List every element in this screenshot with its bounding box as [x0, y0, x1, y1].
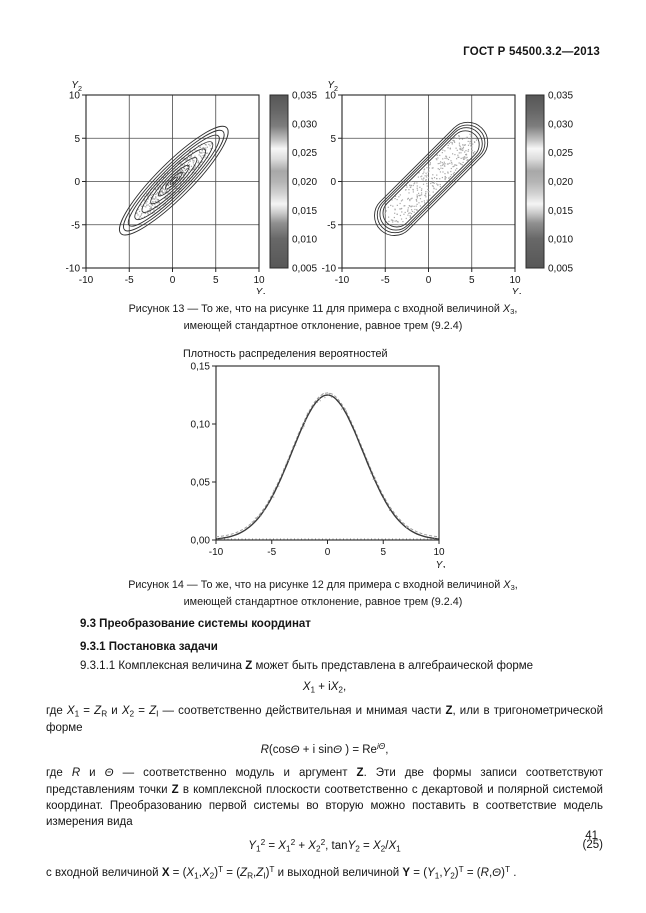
- svg-text:-10: -10: [66, 264, 80, 275]
- svg-text:0,010: 0,010: [548, 235, 573, 246]
- svg-text:0,035: 0,035: [292, 91, 317, 102]
- svg-text:5: 5: [380, 547, 386, 558]
- svg-text:10: 10: [509, 275, 521, 286]
- svg-text:0,005: 0,005: [292, 264, 317, 275]
- paragraph-where-1: где X1 = ZR и X2 = ZI — соответственно д…: [46, 705, 604, 735]
- section-heading-9-3: 9.3 Преобразование системы координат: [80, 618, 311, 630]
- svg-text:-10: -10: [209, 547, 224, 558]
- svg-text:5: 5: [469, 275, 475, 286]
- svg-text:-10: -10: [322, 264, 336, 275]
- paragraph-where-2: где R и Θ — соответственно модуль и аргу…: [46, 767, 603, 828]
- svg-text:0,10: 0,10: [191, 420, 211, 431]
- svg-text:0: 0: [426, 275, 432, 286]
- svg-text:Y1: Y1: [512, 287, 523, 294]
- svg-text:Y2: Y2: [71, 80, 82, 93]
- svg-text:0: 0: [74, 177, 80, 188]
- svg-text:0,015: 0,015: [548, 206, 573, 217]
- svg-text:0,025: 0,025: [548, 148, 573, 159]
- figure-13-charts: 1050-5-10-10-50510Y2Y10,0350,0300,0250,0…: [66, 74, 578, 294]
- figure-13-caption-line1: Рисунок 13 — То же, что на рисунке 11 дл…: [128, 303, 518, 317]
- svg-text:Y2: Y2: [327, 80, 338, 93]
- svg-text:0,15: 0,15: [191, 362, 211, 373]
- figure-13-caption: Рисунок 13 — То же, что на рисунке 11 дл…: [0, 301, 646, 334]
- figure-14-chart: Плотность распределения вероятностей 0,15…: [183, 348, 447, 573]
- figure-14-chart-wrap: Плотность распределения вероятностей 0,15…: [170, 346, 482, 573]
- svg-text:0: 0: [325, 547, 331, 558]
- svg-text:-5: -5: [71, 220, 80, 231]
- svg-text:-5: -5: [125, 275, 134, 286]
- paragraph-9-3-1-1: 9.3.1.1 Комплексная величина Z может быт…: [80, 660, 534, 673]
- formula-algebraic: X1 + iX2,: [302, 681, 347, 695]
- svg-text:0,015: 0,015: [292, 206, 317, 217]
- paragraph-final: с входной величиной X = (X1,X2)T = (ZR,Z…: [46, 864, 517, 881]
- svg-text:5: 5: [330, 134, 336, 145]
- page-header-title: ГОСТ Р 54500.3.2—2013: [463, 46, 600, 58]
- svg-text:-10: -10: [335, 275, 350, 286]
- svg-text:0,035: 0,035: [548, 91, 573, 102]
- section-heading-9-3-1: 9.3.1 Постановка задачи: [80, 641, 218, 654]
- svg-text:5: 5: [213, 275, 219, 286]
- figure-14-caption-line1: Рисунок 14 — То же, что на рисунке 12 дл…: [128, 579, 518, 593]
- svg-text:10: 10: [253, 275, 265, 286]
- svg-text:0,030: 0,030: [292, 119, 317, 130]
- svg-text:0,025: 0,025: [292, 148, 317, 159]
- svg-text:0,020: 0,020: [292, 177, 317, 188]
- svg-text:0: 0: [170, 275, 176, 286]
- svg-text:Y1: Y1: [256, 287, 267, 294]
- svg-text:0: 0: [330, 177, 336, 188]
- equation-25-number: (25): [582, 838, 603, 851]
- svg-text:0,020: 0,020: [548, 177, 573, 188]
- svg-text:-5: -5: [327, 220, 336, 231]
- figure-14-caption: Рисунок 14 — То же, что на рисунке 12 дл…: [0, 577, 646, 610]
- figure-13-right-chart: 1050-5-10-10-50510Y2Y10,0350,0300,0250,0…: [322, 80, 573, 294]
- figure-14-caption-line2: имеющей стандартное отклонение, равное т…: [183, 595, 463, 608]
- section-9-3: 9.3 Преобразование системы координат 9.3…: [46, 616, 603, 885]
- svg-text:0,005: 0,005: [548, 264, 573, 275]
- svg-text:-5: -5: [381, 275, 390, 286]
- formula-trigonometric: R(cosΘ + i sinΘ ) = ReiΘ,: [260, 742, 389, 757]
- svg-text:-10: -10: [79, 275, 94, 286]
- page-number: 41: [585, 830, 598, 842]
- svg-text:0,030: 0,030: [548, 119, 573, 130]
- svg-text:10: 10: [433, 547, 445, 558]
- figure-13-caption-line2: имеющей стандартное отклонение, равное т…: [183, 319, 463, 332]
- svg-text:0,00: 0,00: [191, 536, 211, 547]
- svg-text:10: 10: [69, 91, 81, 102]
- svg-text:5: 5: [74, 134, 80, 145]
- equation-25: Y12 = X12 + X22, tanY2 = X2/X1: [248, 837, 401, 854]
- svg-text:0,05: 0,05: [191, 478, 211, 489]
- svg-text:Y1: Y1: [436, 560, 447, 568]
- svg-text:Плотность распределения вероят: Плотность распределения вероятностей: [183, 348, 388, 360]
- svg-text:0,010: 0,010: [292, 235, 317, 246]
- svg-text:10: 10: [325, 91, 337, 102]
- equation-25-row: Y12 = X12 + X22, tanY2 = X2/X1 (25): [46, 837, 603, 855]
- svg-text:-5: -5: [267, 547, 276, 558]
- figure-13-left-chart: 1050-5-10-10-50510Y2Y10,0350,0300,0250,0…: [66, 80, 317, 294]
